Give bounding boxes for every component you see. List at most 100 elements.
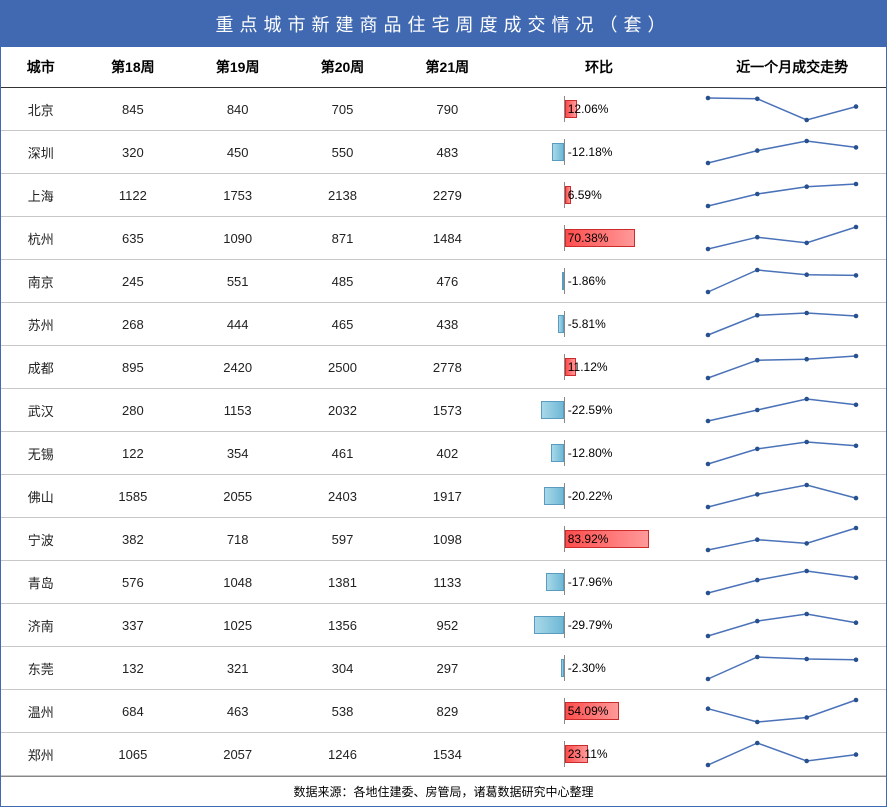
report-title: 重点城市新建商品住宅周度成交情况（套）	[1, 1, 886, 47]
ratio-bar-negative	[544, 487, 564, 505]
sparkline-chart	[702, 309, 862, 339]
city-cell: 成都	[1, 346, 80, 389]
ratio-label: 70.38%	[568, 229, 609, 247]
value-cell: 1090	[185, 217, 290, 260]
col-header-w20: 第20周	[290, 47, 395, 88]
table-row: 无锡122354461402-12.80%	[1, 432, 886, 475]
ratio-label: -5.81%	[568, 315, 606, 333]
value-cell: 840	[185, 88, 290, 131]
value-cell: 871	[290, 217, 395, 260]
trend-cell	[698, 690, 886, 733]
ratio-label: 54.09%	[568, 702, 609, 720]
value-cell: 1356	[290, 604, 395, 647]
trend-cell	[698, 174, 886, 217]
table-row: 东莞132321304297-2.30%	[1, 647, 886, 690]
value-cell: 321	[185, 647, 290, 690]
value-cell: 597	[290, 518, 395, 561]
city-cell: 无锡	[1, 432, 80, 475]
ratio-cell: 54.09%	[500, 690, 699, 733]
sparkline-chart	[702, 223, 862, 253]
city-cell: 杭州	[1, 217, 80, 260]
ratio-cell: -12.18%	[500, 131, 699, 174]
col-header-city: 城市	[1, 47, 80, 88]
ratio-bar-negative	[558, 315, 564, 333]
value-cell: 2420	[185, 346, 290, 389]
ratio-bar-negative	[546, 573, 564, 591]
report-container: 重点城市新建商品住宅周度成交情况（套） 城市 第18周 第19周 第20周 第2…	[0, 0, 887, 807]
value-cell: 718	[185, 518, 290, 561]
value-cell: 2778	[395, 346, 500, 389]
value-cell: 1484	[395, 217, 500, 260]
ratio-label: 11.12%	[568, 358, 608, 376]
ratio-zero-line	[564, 612, 565, 638]
city-cell: 苏州	[1, 303, 80, 346]
ratio-cell: 11.12%	[500, 346, 699, 389]
table-row: 成都895242025002778 11.12%	[1, 346, 886, 389]
ratio-label: -17.96%	[568, 573, 613, 591]
ratio-label: -20.22%	[568, 487, 613, 505]
ratio-bar-negative	[562, 272, 564, 290]
sparkline-chart	[702, 739, 862, 769]
ratio-cell: -12.80%	[500, 432, 699, 475]
value-cell: 483	[395, 131, 500, 174]
ratio-cell: 12.06%	[500, 88, 699, 131]
value-cell: 1381	[290, 561, 395, 604]
sparkline-chart	[702, 567, 862, 597]
value-cell: 1098	[395, 518, 500, 561]
ratio-label: -2.30%	[568, 659, 606, 677]
value-cell: 790	[395, 88, 500, 131]
value-cell: 132	[80, 647, 185, 690]
ratio-label: 23.11%	[568, 745, 608, 763]
ratio-label: -1.86%	[568, 272, 606, 290]
table-row: 深圳320450550483-12.18%	[1, 131, 886, 174]
value-cell: 402	[395, 432, 500, 475]
trend-cell	[698, 561, 886, 604]
value-cell: 895	[80, 346, 185, 389]
value-cell: 245	[80, 260, 185, 303]
trend-cell	[698, 647, 886, 690]
ratio-cell: -29.79%	[500, 604, 699, 647]
value-cell: 438	[395, 303, 500, 346]
ratio-cell: 6.59%	[500, 174, 699, 217]
trend-cell	[698, 389, 886, 432]
value-cell: 538	[290, 690, 395, 733]
city-cell: 东莞	[1, 647, 80, 690]
city-cell: 青岛	[1, 561, 80, 604]
table-row: 佛山1585205524031917-20.22%	[1, 475, 886, 518]
value-cell: 485	[290, 260, 395, 303]
value-cell: 1534	[395, 733, 500, 776]
city-cell: 温州	[1, 690, 80, 733]
trend-cell	[698, 346, 886, 389]
value-cell: 2403	[290, 475, 395, 518]
table-row: 济南33710251356952-29.79%	[1, 604, 886, 647]
value-cell: 268	[80, 303, 185, 346]
ratio-zero-line	[564, 397, 565, 423]
ratio-cell: -17.96%	[500, 561, 699, 604]
value-cell: 2057	[185, 733, 290, 776]
ratio-cell: 70.38%	[500, 217, 699, 260]
value-cell: 1065	[80, 733, 185, 776]
value-cell: 829	[395, 690, 500, 733]
value-cell: 551	[185, 260, 290, 303]
ratio-zero-line	[564, 139, 565, 165]
table-row: 宁波382718597109883.92%	[1, 518, 886, 561]
ratio-label: 6.59%	[568, 186, 602, 204]
ratio-zero-line	[564, 311, 565, 337]
value-cell: 337	[80, 604, 185, 647]
value-cell: 2500	[290, 346, 395, 389]
ratio-cell: 23.11%	[500, 733, 699, 776]
value-cell: 465	[290, 303, 395, 346]
trend-cell	[698, 604, 886, 647]
footer-source: 数据来源：各地住建委、房管局，诸葛数据研究中心整理	[1, 776, 886, 806]
ratio-zero-line	[564, 483, 565, 509]
value-cell: 952	[395, 604, 500, 647]
value-cell: 444	[185, 303, 290, 346]
ratio-label: -22.59%	[568, 401, 613, 419]
sparkline-chart	[702, 137, 862, 167]
city-cell: 深圳	[1, 131, 80, 174]
value-cell: 845	[80, 88, 185, 131]
table-row: 杭州6351090871148470.38%	[1, 217, 886, 260]
ratio-cell: -22.59%	[500, 389, 699, 432]
ratio-label: -29.79%	[568, 616, 613, 634]
value-cell: 1025	[185, 604, 290, 647]
